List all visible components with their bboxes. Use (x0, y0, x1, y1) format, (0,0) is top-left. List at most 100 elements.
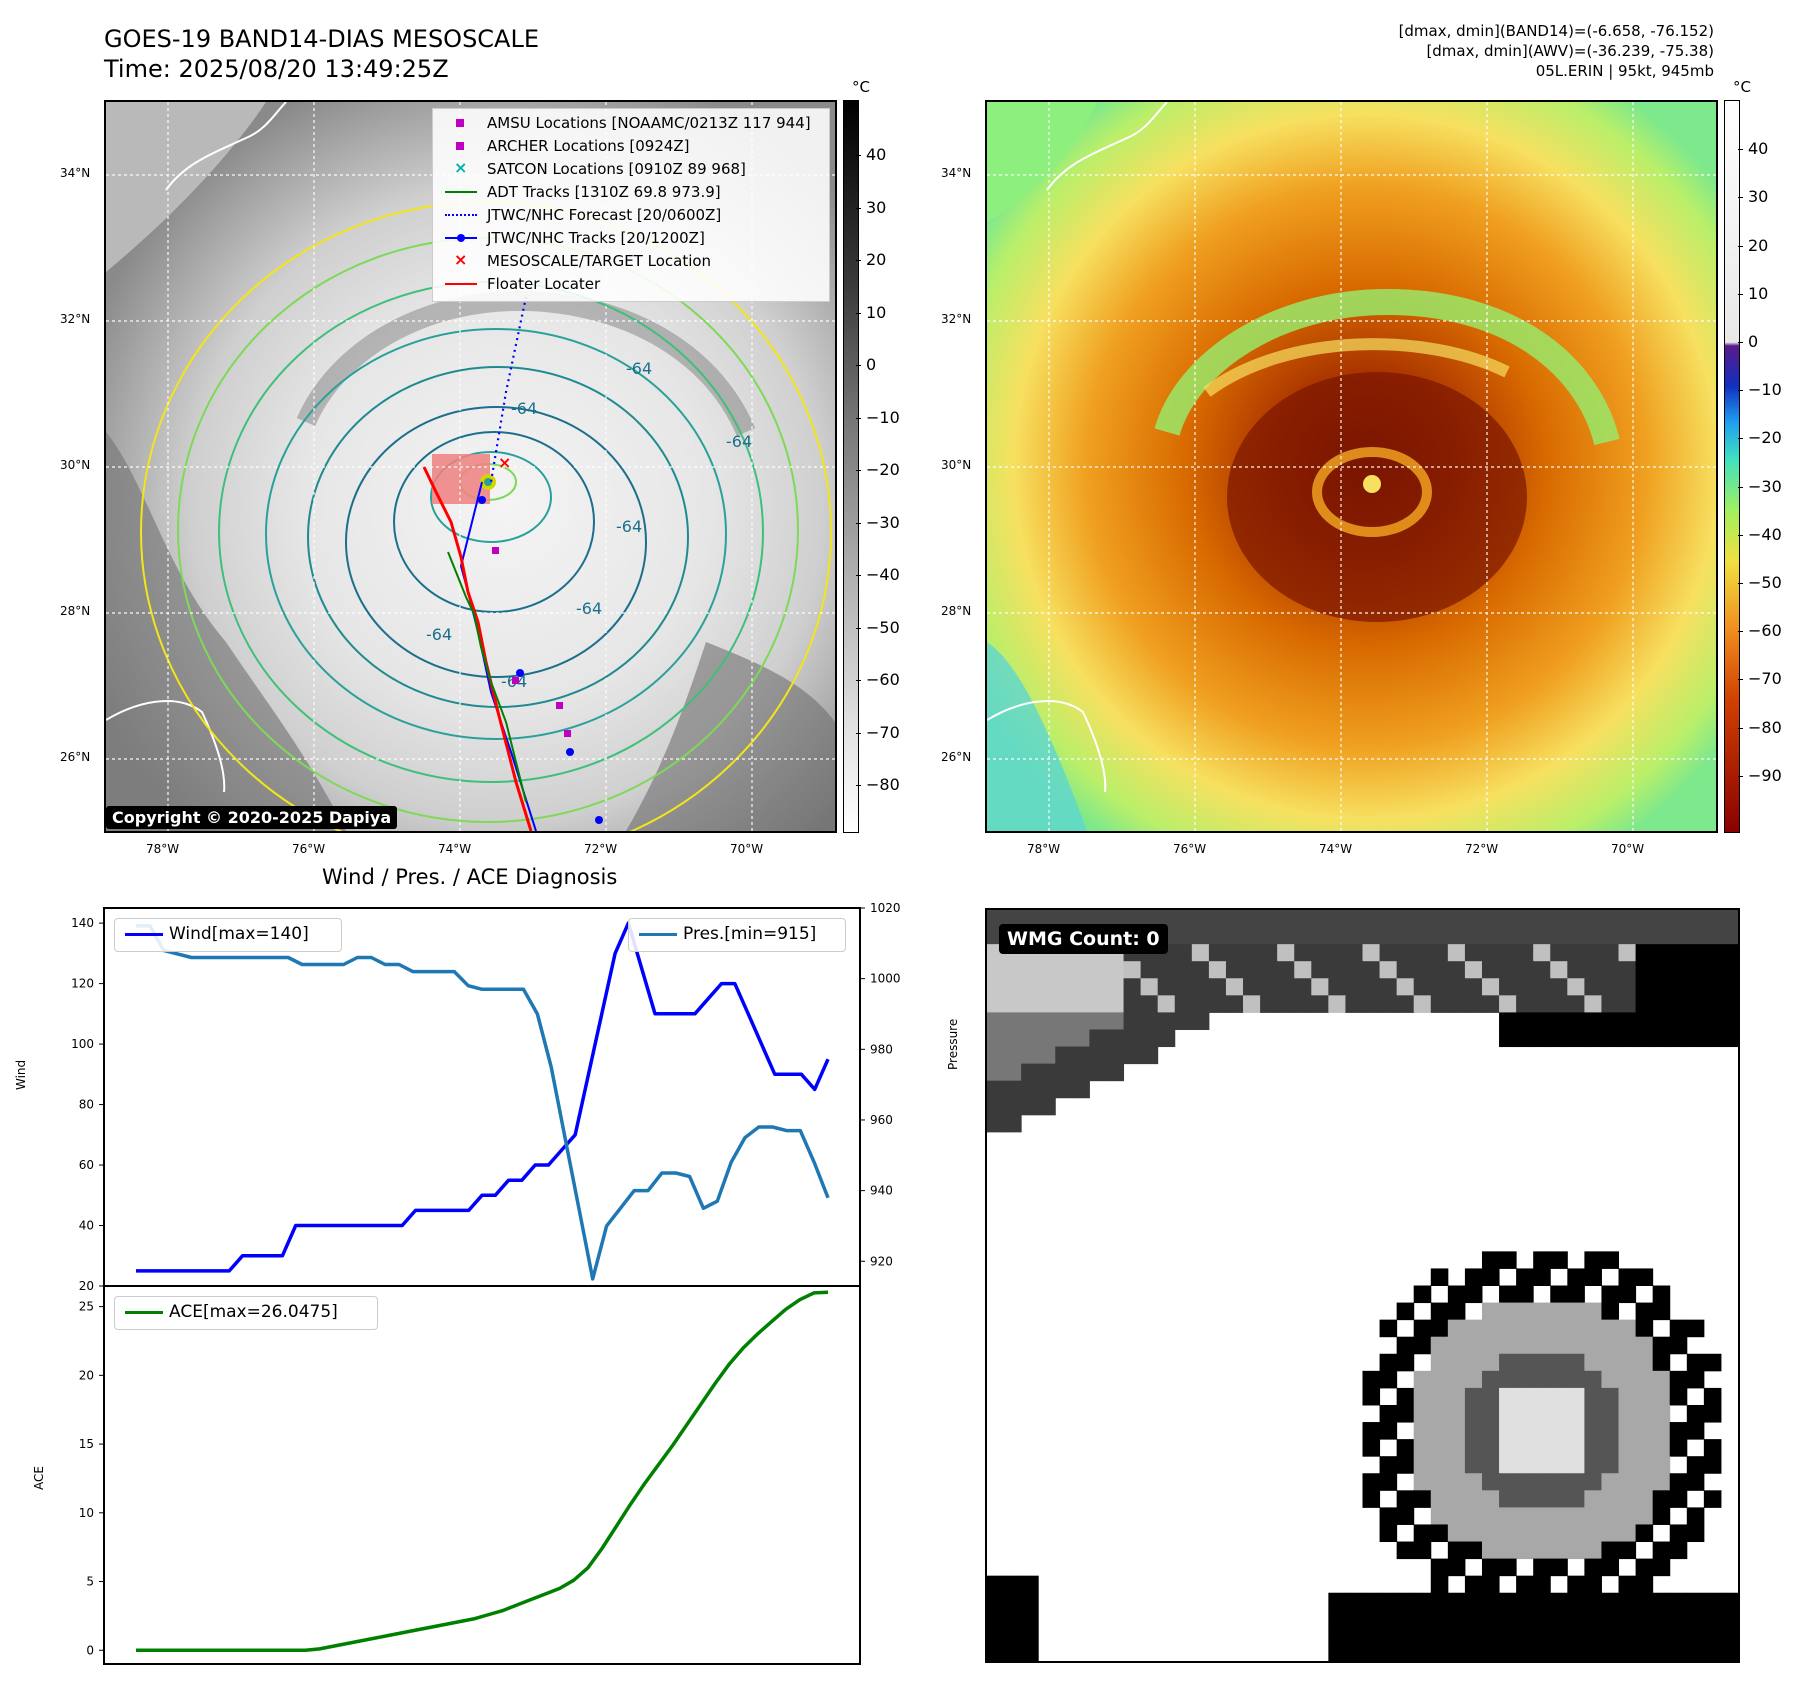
wmg-pixel (1550, 1609, 1568, 1628)
wmg-pixel (1499, 1404, 1517, 1423)
wmg-pixel (1004, 1114, 1022, 1133)
colorbar-tick: 20 (1748, 235, 1769, 255)
wmg-pixel (1499, 1251, 1517, 1269)
wmg-pixel (987, 1114, 1005, 1133)
wmg-pixel (1464, 1285, 1483, 1304)
wmg-pixel (1686, 1012, 1705, 1030)
wmg-pixel (1499, 1609, 1517, 1628)
wmg-pixel (1533, 1251, 1551, 1269)
wmg-pixel (1686, 1626, 1705, 1645)
colorbar-tick-mark (856, 470, 861, 472)
wmg-pixel (1447, 1626, 1466, 1645)
wmg-pixel (1533, 1609, 1551, 1628)
wmg-pixel (1413, 910, 1432, 928)
wmg-pixel (1584, 1336, 1602, 1355)
wmg-pixel (1584, 1387, 1602, 1406)
colorbar-tick: −70 (1748, 669, 1782, 689)
wind-tick-label: 80 (79, 1098, 94, 1112)
wmg-pixel (1379, 978, 1398, 996)
wmg-pixel (1652, 927, 1671, 945)
wmg-pixel (1703, 1012, 1722, 1030)
colorbar-tick-mark (1738, 197, 1743, 199)
wmg-pixel (1635, 1558, 1654, 1577)
wmg-pixel (1362, 1609, 1381, 1628)
wmg-pixel (1516, 1370, 1534, 1389)
ace-tick-label: 25 (79, 1300, 94, 1314)
wmg-pixel (1686, 1524, 1705, 1543)
wmg-pixel (1635, 961, 1654, 979)
wmg-pixel (1481, 1643, 1500, 1661)
wmg-pixel (1191, 1012, 1210, 1030)
wmg-pixel (1379, 1507, 1398, 1525)
wmg-pixel (1362, 1387, 1381, 1406)
wmg-pixel (1055, 978, 1073, 996)
wmg-pixel (1277, 995, 1295, 1013)
wmg-pixel (1601, 1302, 1620, 1321)
wmg-pixel (1669, 1609, 1688, 1628)
wmg-pixel (1481, 1558, 1500, 1577)
wmg-pixel (1499, 1353, 1517, 1372)
wmg-pixel (1157, 961, 1176, 979)
wmg-pixel (1584, 1524, 1602, 1543)
wmg-pixel (1447, 1558, 1466, 1577)
wmg-pixel (1191, 944, 1210, 962)
wmg-pixel (1516, 1012, 1534, 1030)
wmg-pixel (1584, 1473, 1602, 1491)
wmg-pixel (1464, 927, 1483, 945)
chart-title-line2: Time: 2025/08/20 13:49:25Z (104, 55, 449, 83)
wmg-pixel (1464, 1626, 1483, 1645)
legend-item-satcon: × SATCON Locations [0910Z 89 968] (454, 158, 746, 178)
diagnosis-chart: 2040608010012014092094096098010001020051… (71, 901, 900, 1665)
wmg-pixel (1516, 1439, 1534, 1457)
wmg-pixel (1635, 1404, 1654, 1423)
colorbar-tick-mark (1738, 631, 1743, 633)
colorbar-tick: −50 (866, 617, 900, 637)
wmg-pixel (1516, 1029, 1534, 1048)
wmg-pixel (1243, 961, 1261, 979)
wmg-pixel (1174, 910, 1193, 928)
contour-label: -64 (576, 599, 602, 618)
wmg-pixel (1481, 1473, 1500, 1491)
wmg-pixel (1516, 1319, 1534, 1338)
wmg-pixel (1550, 944, 1568, 962)
wmg-pixel (1584, 1490, 1602, 1508)
wmg-pixel (1618, 995, 1637, 1013)
wmg-pixel (1635, 944, 1654, 962)
wmg-pixel (1123, 978, 1142, 996)
wmg-pixel (1345, 910, 1363, 928)
wmg-pixel (1021, 1029, 1039, 1048)
wmg-pixel (1720, 910, 1738, 928)
wmg-pixel (1004, 1097, 1022, 1116)
wmg-pixel (1481, 1490, 1500, 1508)
wmg-pixel (1652, 1490, 1671, 1508)
wmg-pixel (1140, 978, 1159, 996)
wmg-pixel (1123, 1029, 1142, 1048)
wmg-pixel (1686, 910, 1705, 928)
wmg-pixel (1550, 1456, 1568, 1474)
wmg-pixel (1072, 978, 1090, 996)
wmg-pixel (1618, 961, 1637, 979)
floater-track (422, 466, 533, 831)
colorbar-tick-mark (1738, 390, 1743, 392)
wmg-pixel (1567, 961, 1585, 979)
wmg-pixel (1669, 944, 1688, 962)
wmg-pixel (1635, 927, 1654, 945)
wmg-pixel (1635, 910, 1654, 928)
wmg-pixel (1652, 978, 1671, 996)
wmg-pixel (1516, 1643, 1534, 1661)
wmg-pixel (1533, 1422, 1551, 1440)
wmg-pixel (1447, 1524, 1466, 1543)
lon-label: 76°W (1173, 842, 1207, 856)
colorbar-tick: −20 (866, 460, 900, 480)
colorbar-tick: −40 (866, 565, 900, 585)
wmg-pixel (1516, 1456, 1534, 1474)
wmg-pixel (1430, 1404, 1449, 1423)
wmg-pixel (1533, 1029, 1551, 1048)
wmg-pixel (1294, 995, 1312, 1013)
wmg-pixel (1567, 1353, 1585, 1372)
wmg-pixel (1516, 910, 1534, 928)
wmg-pixel (1430, 961, 1449, 979)
colorbar-tick-mark (856, 732, 861, 734)
lat-label: 32°N (60, 312, 91, 326)
wmg-pixel (1652, 1507, 1671, 1525)
